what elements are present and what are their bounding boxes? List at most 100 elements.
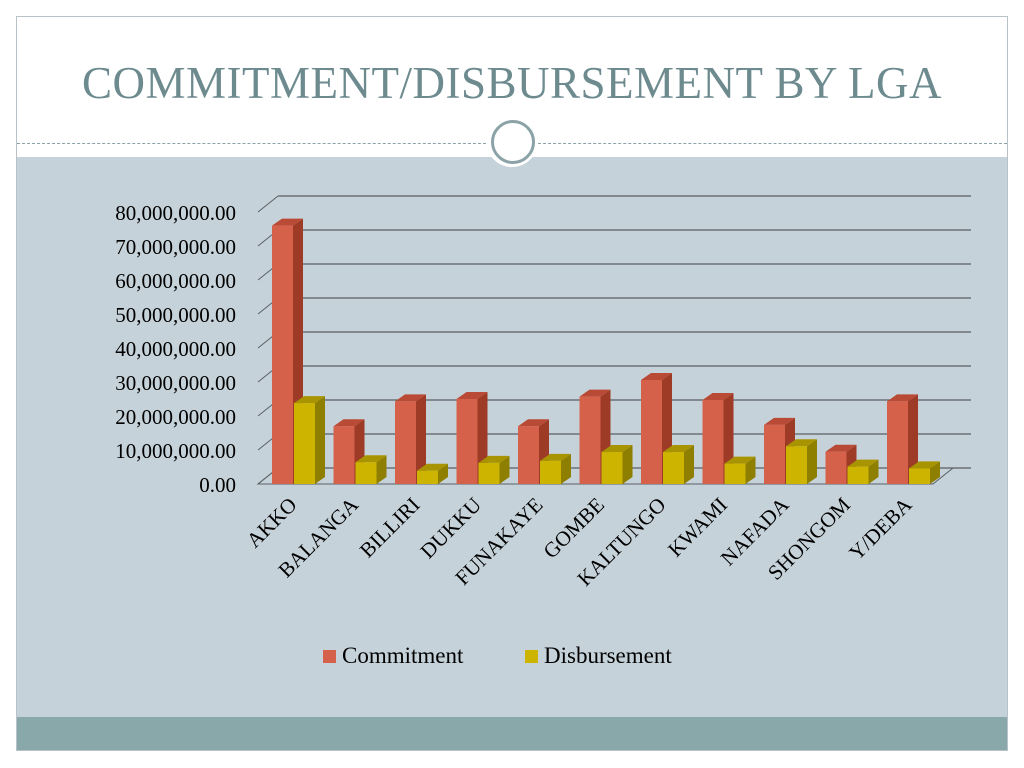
bar-front [702,400,724,484]
bar-top [272,218,303,226]
bar-front [764,424,785,484]
bar-side [315,396,325,484]
bar-front [456,399,478,484]
slide-frame: COMMITMENT/DISBURSEMENT BY LGA [16,16,1008,751]
bar-top [663,445,694,453]
y-axis-ticks: 0.00 10,000,000.00 20,000,000.00 30,000,000… [115,201,236,497]
bar-top [887,394,918,402]
bar-top [579,389,611,397]
y-tick-label: 60,000,000.00 [115,269,236,293]
bar-disbursement-akko [294,396,325,484]
bar-side [438,463,448,484]
bar-commitment-balanga [333,419,365,484]
y-tick-label: 80,000,000.00 [115,201,236,225]
bar-front [355,462,377,484]
bars-layer [272,218,940,484]
bar-disbursement-balanga [355,455,387,484]
bar-front [395,401,416,484]
bar-side [868,459,879,484]
bar-side [376,455,387,484]
bar-commitment-billiri [395,394,426,484]
bar-disbursement-billiri [417,463,448,484]
bar-side [745,456,756,484]
bar-front [518,426,539,484]
bar-top [518,419,549,427]
bar-top [294,396,325,404]
legend-swatch-disbursement [525,650,538,663]
bar-side [499,455,510,484]
bar-front [579,396,601,484]
bar-front [478,462,500,484]
slide-title: COMMITMENT/DISBURSEMENT BY LGA [81,58,943,108]
bar-top [641,372,672,380]
y-tick-label: 50,000,000.00 [115,303,236,327]
bar-side [622,445,633,484]
gridline-depth [257,195,279,213]
bar-top [333,419,365,427]
bar-disbursement-nafada [786,439,817,484]
bar-front [724,463,746,484]
bar-front [909,468,930,484]
bar-side [930,461,940,484]
bar-front [294,403,315,484]
bar-disbursement-kwami [724,456,756,484]
bar-front [333,426,355,484]
bar-top [395,394,426,402]
bar-front [887,401,908,484]
bar-top [724,456,756,464]
bar-front [786,446,807,484]
bar-side [416,394,426,484]
x-category-label: AKKO [242,493,302,553]
legend-label-commitment: Commitment [342,643,464,668]
bar-front [663,452,684,484]
bar-top [702,393,734,401]
footer-band [17,717,1007,750]
y-tick-label: 10,000,000.00 [115,439,236,463]
bar-commitment-funakaye [518,419,549,484]
bar-top [825,444,857,452]
bar-side [684,445,694,484]
y-tick-label: 0.00 [199,473,236,497]
grid-layer [256,195,971,485]
bar-front [601,452,623,484]
bar-top [909,461,940,469]
bar-disbursement-y-deba [909,461,940,484]
legend: Commitment Disbursement [323,643,672,668]
bar-disbursement-gombe [601,445,633,484]
bar-disbursement-dukku [478,455,510,484]
y-tick-label: 30,000,000.00 [115,371,236,395]
bar-commitment-y-deba [887,394,918,484]
divider-ring-ornament [486,115,538,167]
bar-top [847,459,879,467]
bar-top [786,439,817,447]
x-category-label: BILLIRI [355,493,425,563]
bar-top [764,417,795,425]
bar-top [478,455,510,463]
bar-front [540,460,561,484]
bar-top [540,453,571,461]
bar-front [641,379,662,484]
bar-side [807,439,817,484]
y-tick-label: 40,000,000.00 [115,337,236,361]
bar-front [847,466,869,484]
y-tick-label: 70,000,000.00 [115,235,236,259]
bar-top [355,455,387,463]
legend-label-disbursement: Disbursement [544,643,672,668]
y-tick-label: 20,000,000.00 [115,405,236,429]
bar-disbursement-shongom [847,459,879,484]
bar-disbursement-kaltungo [663,445,694,484]
bar-front [417,470,438,484]
legend-swatch-commitment [323,650,336,663]
bar-commitment-dukku [456,392,488,484]
chart-area-background [17,157,1007,717]
x-category-label: Y/DEBA [844,492,917,565]
bar-front [272,225,293,484]
ring-inner [491,120,535,164]
bar-top [456,392,488,399]
bar-side [561,453,571,484]
bar-front [825,451,847,484]
bar-top [601,445,633,453]
bar-side [908,394,918,484]
x-axis-categories: AKKOBALANGABILLIRIDUKKUFUNAKAYEGOMBEKALT… [242,492,917,591]
